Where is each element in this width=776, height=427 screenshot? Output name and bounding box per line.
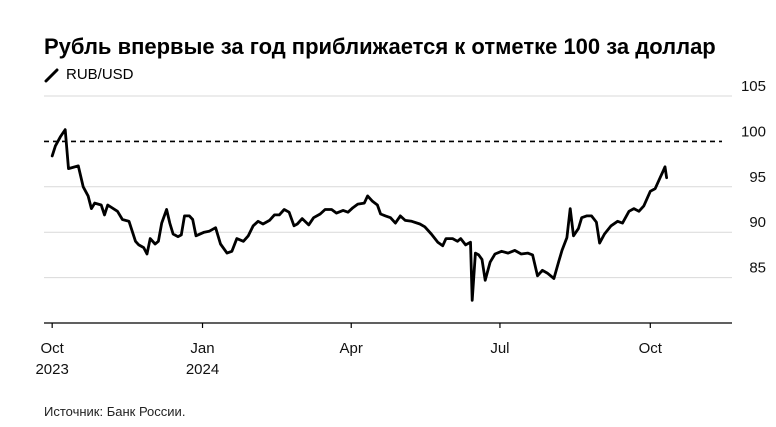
x-tick-label-1: Jan bbox=[190, 340, 214, 357]
x-tick-label-4: Oct bbox=[639, 340, 663, 357]
x-axis-labels: Oct 2023 Jan 2024 Apr Jul Oct bbox=[35, 340, 662, 378]
source-note: Источник: Банк России. bbox=[44, 404, 186, 419]
y-tick-label-85: 85 bbox=[749, 260, 766, 277]
series-line-0 bbox=[50, 128, 668, 302]
x-tick-label-2: Apr bbox=[340, 340, 363, 357]
x-tick-label-3: Jul bbox=[490, 340, 509, 357]
y-tick-label-95: 95 bbox=[749, 169, 766, 186]
series-layer bbox=[50, 128, 668, 302]
legend-label: RUB/USD bbox=[66, 66, 134, 83]
y-tick-label-100: 100 bbox=[741, 123, 766, 140]
x-tick-year-1: 2024 bbox=[186, 361, 219, 378]
x-tick-label-0: Oct bbox=[40, 340, 64, 357]
y-tick-label-90: 90 bbox=[749, 214, 766, 231]
x-axis bbox=[44, 322, 732, 328]
legend: RUB/USD bbox=[44, 66, 134, 83]
y-tick-label-105: 105 bbox=[741, 78, 766, 95]
x-tick-year-0: 2023 bbox=[35, 361, 68, 378]
chart-title: Рубль впервые за год приближается к отме… bbox=[44, 34, 716, 59]
y-axis-labels: 85 90 95 100 105 bbox=[741, 78, 766, 277]
legend-line-icon bbox=[44, 68, 59, 82]
